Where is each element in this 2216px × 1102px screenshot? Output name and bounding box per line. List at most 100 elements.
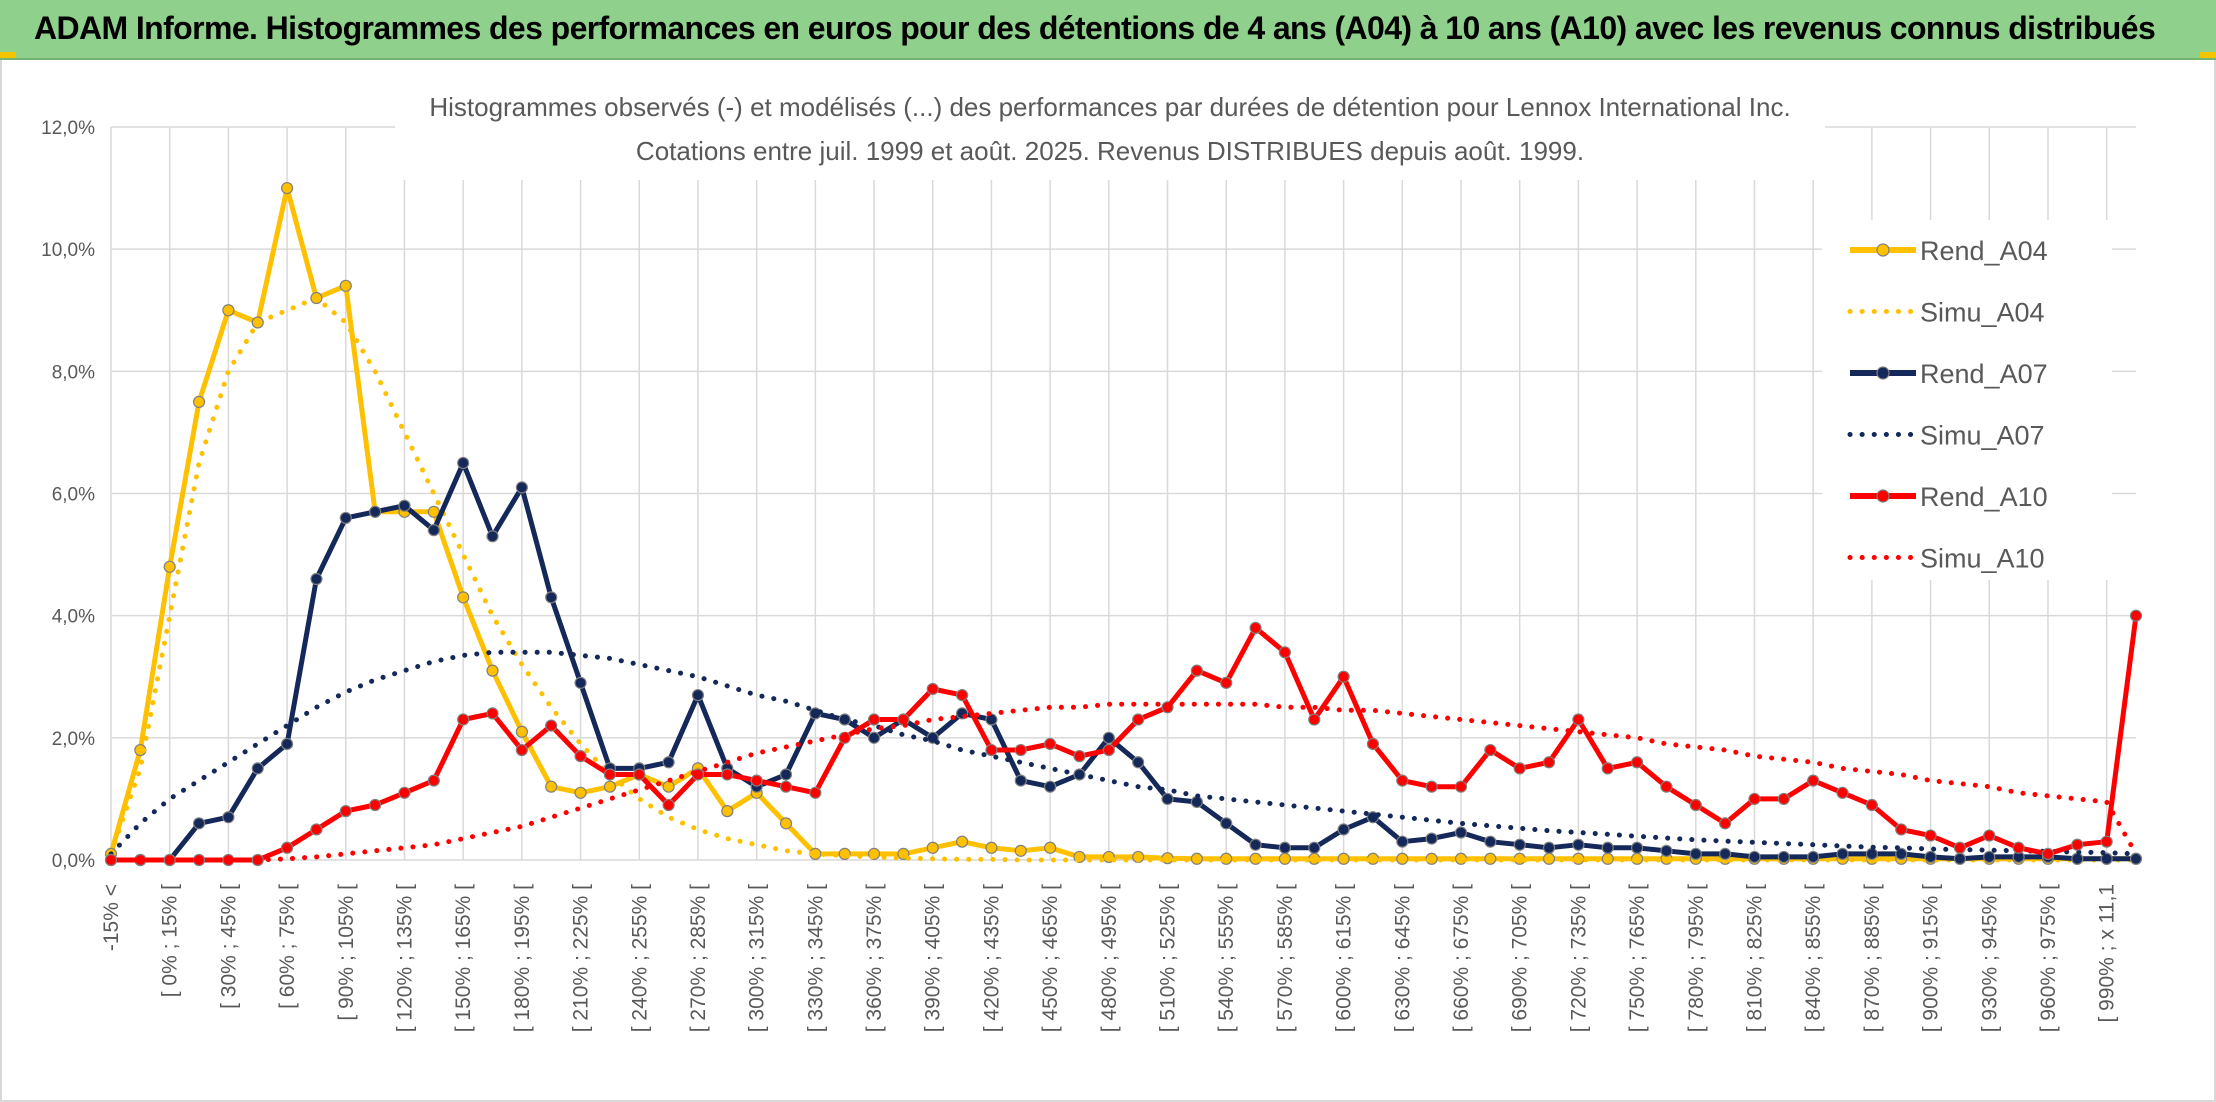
data-point-rend-a10 — [1278, 646, 1292, 659]
x-tick-label: [ 690% ; 705% [ — [1509, 884, 1532, 1032]
legend-marker-rend-a10 — [1876, 489, 1890, 503]
data-point-rend-a10 — [1073, 750, 1086, 763]
chart-title-background — [395, 80, 1825, 180]
y-tick-label: 12,0% — [41, 118, 95, 139]
data-point-rend-a10 — [1895, 823, 1908, 836]
x-tick-label: [ 810% ; 825% [ — [1743, 884, 1766, 1032]
data-point-rend-a07 — [1161, 792, 1174, 806]
data-point-rend-a04 — [779, 817, 793, 830]
data-point-rend-a10 — [1220, 676, 1233, 689]
x-tick-label: [ 780% ; 795% [ — [1685, 884, 1708, 1032]
data-point-rend-a10 — [633, 768, 646, 781]
data-point-rend-a04 — [926, 841, 939, 854]
data-point-rend-a10 — [280, 841, 294, 854]
data-point-rend-a10 — [369, 798, 382, 812]
data-point-rend-a10 — [1513, 762, 1526, 775]
data-point-rend-a10 — [1983, 829, 1996, 842]
data-point-rend-a07 — [1132, 756, 1145, 769]
data-point-rend-a04 — [339, 279, 352, 292]
legend-label-rend-a07: Rend_A07 — [1920, 359, 2048, 389]
data-point-rend-a04 — [280, 181, 294, 195]
data-point-rend-a07 — [1484, 835, 1497, 848]
y-axis: 0,0% 2,0% 4,0% 6,0% 8,0% 10,0% 12,0% — [41, 118, 95, 872]
data-point-rend-a10 — [1601, 762, 1614, 775]
data-point-rend-a07 — [691, 688, 705, 702]
data-point-rend-a07 — [1836, 847, 1849, 860]
data-point-rend-a07 — [1865, 847, 1878, 860]
legend-marker-rend-a07 — [1876, 366, 1890, 380]
data-point-rend-a07 — [1630, 841, 1644, 854]
x-tick-label: [ 660% ; 675% [ — [1450, 884, 1473, 1032]
data-point-rend-a10 — [1924, 829, 1937, 842]
x-tick-label: [ 0% ; 15% [ — [159, 884, 182, 997]
data-point-rend-a10 — [1337, 670, 1350, 683]
series-line-simu-a10 — [108, 701, 2139, 863]
data-point-rend-a10 — [1425, 780, 1438, 793]
data-point-rend-a10 — [867, 713, 881, 726]
chart-title: Histogrammes observés (-) et modélisés (… — [429, 92, 1790, 122]
data-point-rend-a10 — [1396, 774, 1409, 787]
data-point-rend-a10 — [398, 786, 411, 799]
x-tick-label: [ 930% ; 945% [ — [1978, 884, 2001, 1032]
data-point-rend-a07 — [1719, 847, 1732, 860]
data-point-rend-a10 — [1044, 737, 1057, 751]
data-point-rend-a10 — [2071, 838, 2084, 851]
data-point-rend-a07 — [1542, 841, 1556, 854]
x-tick-label: [ 90% ; 105% [ — [335, 884, 358, 1021]
data-point-rend-a10 — [721, 768, 734, 781]
data-point-rend-a04 — [163, 560, 176, 573]
data-point-rend-a10 — [574, 750, 587, 763]
data-point-rend-a07 — [1601, 841, 1614, 854]
report-title: ADAM Informe. Histogrammes des performan… — [34, 10, 2156, 46]
data-point-rend-a10 — [1542, 756, 1556, 769]
data-point-rend-a10 — [985, 743, 998, 757]
x-tick-label: [ 420% ; 435% [ — [980, 884, 1003, 1032]
data-point-rend-a07 — [1249, 838, 1262, 851]
y-tick-label: 4,0% — [52, 607, 95, 628]
data-point-rend-a07 — [1396, 835, 1409, 848]
data-point-rend-a10 — [2100, 835, 2113, 848]
data-point-rend-a10 — [310, 823, 323, 836]
x-tick-label: [ 240% ; 255% [ — [628, 884, 651, 1032]
data-point-rend-a07 — [369, 505, 382, 518]
data-point-rend-a07 — [280, 737, 294, 751]
data-point-rend-a07 — [1895, 847, 1908, 860]
data-point-rend-a10 — [486, 707, 499, 720]
legend-label-simu-a07: Simu_A07 — [1920, 421, 2045, 451]
x-tick-label: [ 870% ; 885% [ — [1861, 884, 1884, 1032]
data-point-rend-a07 — [1689, 847, 1702, 860]
data-point-rend-a07 — [427, 524, 440, 537]
series-line-simu-a07 — [108, 649, 2139, 857]
data-point-rend-a10 — [1719, 817, 1732, 830]
x-tick-label: [ 330% ; 345% [ — [804, 884, 827, 1032]
data-point-rend-a07 — [1953, 852, 1967, 865]
data-point-rend-a07 — [457, 456, 470, 470]
data-point-rend-a10 — [427, 774, 440, 787]
data-point-rend-a07 — [398, 499, 411, 512]
data-point-rend-a04 — [574, 786, 587, 799]
data-point-rend-a07 — [339, 511, 352, 525]
data-point-rend-a04 — [192, 395, 206, 408]
data-point-rend-a10 — [545, 719, 558, 732]
y-tick-label: 2,0% — [52, 729, 95, 750]
data-point-rend-a07 — [310, 572, 323, 586]
data-point-rend-a10 — [1660, 780, 1673, 793]
data-point-rend-a07 — [251, 762, 264, 775]
data-point-rend-a04 — [545, 780, 558, 793]
data-point-rend-a07 — [1660, 844, 1673, 857]
report-header: ADAM Informe. Histogrammes des performan… — [0, 0, 2216, 60]
y-tick-label: 8,0% — [52, 362, 95, 383]
x-tick-label: [ 540% ; 555% [ — [1215, 884, 1238, 1032]
x-tick-label: [ 600% ; 615% [ — [1333, 884, 1356, 1032]
data-point-rend-a10 — [1484, 743, 1497, 757]
data-point-rend-a10 — [339, 805, 352, 818]
data-point-rend-a10 — [515, 743, 528, 757]
data-point-rend-a10 — [897, 713, 910, 726]
chart-subtitle: Cotations entre juil. 1999 et août. 2025… — [636, 136, 1584, 166]
x-tick-label: [ 180% ; 195% [ — [511, 884, 534, 1032]
data-point-rend-a07 — [1513, 838, 1526, 851]
data-point-rend-a10 — [1249, 621, 1262, 634]
data-point-rend-a10 — [1190, 664, 1203, 677]
corner-marker — [2200, 52, 2216, 58]
